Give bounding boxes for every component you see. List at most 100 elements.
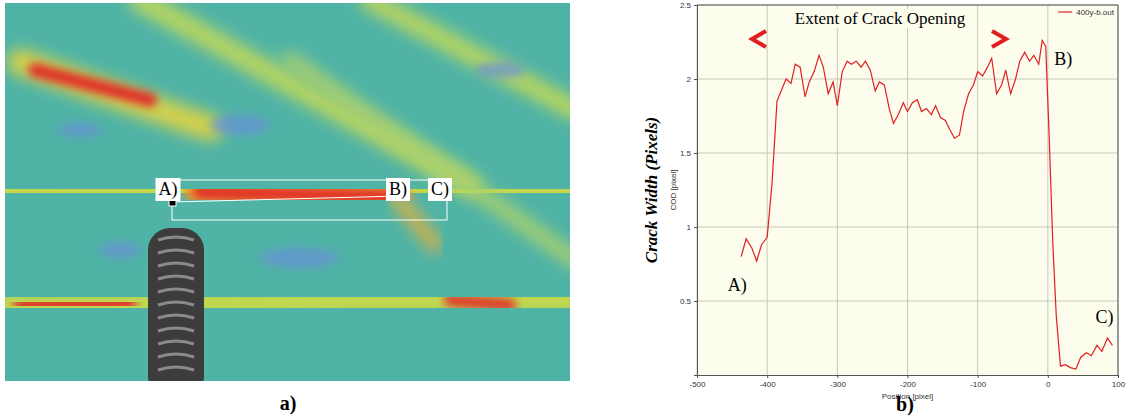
- plot-background: [697, 5, 1118, 375]
- grid-line-y: [697, 153, 1118, 154]
- y-tick-label: 2.5: [680, 1, 692, 10]
- chart-panel: -500-400-300-200-10001000.511.522.5Posit…: [642, 1, 1126, 416]
- rebar-rib: [158, 263, 194, 266]
- point-label: C): [1095, 307, 1113, 328]
- y-tick: 2.5: [680, 1, 697, 10]
- annotation-text: Extent of Crack Opening: [795, 9, 966, 28]
- low-strain-patch: [58, 123, 102, 137]
- panel-label: b): [896, 393, 914, 416]
- plot-area: [741, 41, 1112, 370]
- y-axis-inner-title: COD [pixel]: [669, 170, 678, 211]
- annotation-backdrop: [793, 9, 968, 28]
- grid-line-x: [907, 5, 908, 375]
- point-label: A): [728, 275, 747, 296]
- plot-frame: [697, 5, 1118, 375]
- x-tick: -200: [900, 375, 917, 389]
- x-tick-mark: [1048, 375, 1049, 378]
- y-tick-mark: [694, 153, 697, 154]
- grid-line-x: [837, 5, 838, 375]
- y-tick-label: 2: [687, 75, 692, 84]
- rebar-rib: [158, 276, 194, 279]
- x-tick: 0: [1046, 375, 1051, 389]
- figure: A) B) C) a) -500 -400 -300 -200 -100 0 100 0.5 1 1.5 2…: [0, 0, 1139, 417]
- legend-label: 400y-b.out: [1076, 8, 1115, 17]
- low-strain-patch: [475, 62, 525, 78]
- annotation: Extent of Crack Opening: [752, 9, 1006, 47]
- marker-label: C): [428, 178, 452, 201]
- marker-box: [428, 178, 452, 201]
- y-tick: 1: [687, 223, 697, 232]
- rebar-rib: [158, 367, 194, 370]
- y-axis-title: Crack Width (Pixels): [642, 117, 661, 263]
- y-tick-mark: [694, 301, 697, 302]
- arrow-right: [992, 31, 1006, 47]
- low-strain-patch: [260, 248, 340, 268]
- x-tick-mark: [978, 375, 979, 378]
- y-tick: 2: [687, 75, 697, 84]
- y-tick: 0.5: [680, 297, 697, 306]
- x-axis: -500 -400 -300 -200 -100 0 100: [689, 375, 1125, 389]
- x-tick-mark: [908, 375, 909, 378]
- strain-band: [290, 60, 570, 260]
- rebar-rib: [158, 341, 194, 344]
- grid-line-y: [697, 301, 1118, 302]
- low-strain-patch: [210, 115, 270, 135]
- strain-core: [20, 303, 130, 305]
- marker-text: A): [159, 179, 178, 200]
- rebar-rib: [158, 237, 194, 240]
- x-tick: -500: [689, 375, 706, 389]
- marker-label: B): [386, 178, 410, 201]
- legend: 400y-b.out: [1058, 8, 1115, 17]
- grid: [697, 5, 1118, 375]
- strain-core: [5, 199, 15, 211]
- y-tick-mark: [694, 5, 697, 6]
- x-tick-label: -400: [760, 380, 777, 389]
- y-tick-label: 0.5: [680, 297, 692, 306]
- panel-label: a): [280, 392, 297, 415]
- y-tick-mark: [694, 79, 697, 80]
- x-tick: -300: [830, 375, 847, 389]
- measure-line: [172, 196, 400, 202]
- rebar-rib: [158, 289, 194, 292]
- x-tick: -100: [970, 375, 987, 389]
- strain-core: [195, 192, 400, 197]
- x-tick-mark: [837, 375, 838, 378]
- marker-box: [386, 178, 410, 201]
- marker-box: [156, 178, 181, 201]
- grid-line-y: [697, 79, 1118, 80]
- strain-core: [35, 70, 150, 100]
- y-tick: 1.5: [680, 149, 697, 158]
- rebar-body: [148, 228, 204, 381]
- x-tick-label: -200: [900, 380, 917, 389]
- rebar-rib: [158, 328, 194, 331]
- x-tick: -400: [760, 375, 777, 389]
- y-axis-line: [694, 6, 698, 376]
- rebar-rib: [158, 315, 194, 318]
- rebar: [148, 228, 204, 381]
- strain-band: [5, 300, 570, 305]
- x-tick-label: 0: [1046, 380, 1051, 389]
- strain-core: [200, 192, 395, 197]
- arrow-left: [752, 31, 766, 47]
- grid-line-x: [1047, 5, 1048, 375]
- strain-core: [450, 300, 510, 305]
- x-tick-label: -100: [970, 380, 987, 389]
- marker-text: C): [431, 179, 449, 200]
- low-strain-patch: [100, 242, 140, 258]
- marker-text: B): [389, 179, 407, 200]
- rebar-rib: [158, 250, 194, 253]
- y-tick-label: 1.5: [680, 149, 692, 158]
- strain-band: [20, 62, 210, 128]
- rebar-rib: [158, 354, 194, 357]
- grid-line-y: [697, 227, 1118, 228]
- x-tick-mark: [767, 375, 768, 378]
- x-axis-line: [698, 376, 1119, 379]
- x-tick-label: -300: [830, 380, 847, 389]
- marker-label: A): [156, 178, 181, 201]
- x-tick-label: 100: [1112, 380, 1126, 389]
- grid-line-x: [977, 5, 978, 375]
- y-axis: 0.5 1 1.5 2 2.5: [680, 1, 698, 375]
- grid-line-x: [767, 5, 768, 375]
- point-label: B): [1054, 49, 1072, 70]
- data-line: [741, 41, 1112, 370]
